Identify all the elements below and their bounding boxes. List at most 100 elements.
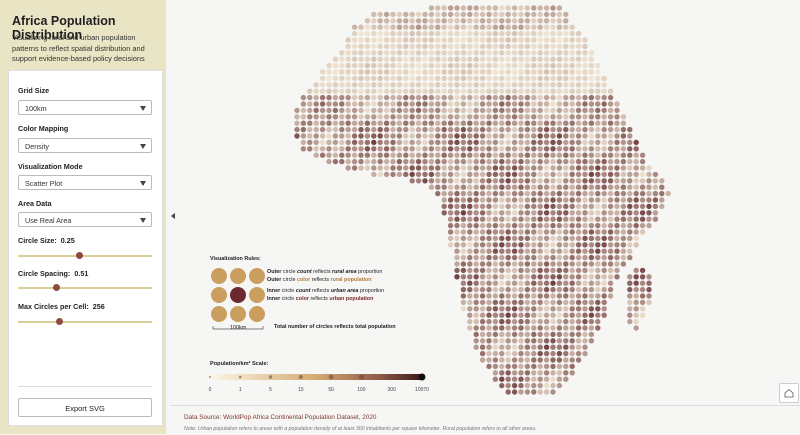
grid-cell bbox=[409, 37, 415, 43]
grid-cell bbox=[518, 24, 524, 30]
icon bbox=[140, 181, 146, 186]
grid-cell bbox=[345, 120, 351, 126]
grid-cell bbox=[556, 75, 563, 82]
grid-cell bbox=[575, 350, 582, 357]
grid-cell bbox=[646, 222, 652, 229]
grid-cell bbox=[550, 338, 556, 344]
grid-cell bbox=[492, 248, 499, 254]
grid-cell bbox=[441, 184, 447, 190]
grid-cell bbox=[499, 62, 505, 69]
grid-cell bbox=[620, 133, 627, 139]
grid-cell bbox=[492, 229, 499, 235]
grid-cell bbox=[403, 126, 409, 133]
grid-cell bbox=[595, 120, 601, 126]
slider-thumb[interactable] bbox=[53, 284, 60, 291]
select[interactable]: 100km bbox=[18, 100, 152, 115]
grid-cell bbox=[467, 139, 473, 146]
grid-cell bbox=[422, 139, 428, 146]
grid-cell bbox=[595, 306, 601, 312]
grid-cell bbox=[415, 171, 422, 178]
slider-thumb[interactable] bbox=[76, 252, 83, 259]
grid-cell bbox=[627, 139, 633, 146]
grid-cell bbox=[511, 267, 518, 274]
grid-cell bbox=[511, 197, 518, 203]
select[interactable]: Use Real Area bbox=[18, 212, 152, 227]
grid-cell bbox=[428, 18, 435, 24]
grid-cell bbox=[454, 24, 460, 30]
grid-cell bbox=[435, 107, 441, 114]
grid-cell bbox=[499, 318, 505, 325]
select[interactable]: Density bbox=[18, 138, 152, 153]
grid-cell bbox=[486, 318, 492, 325]
rule-part: circle bbox=[282, 277, 296, 283]
grid-cell bbox=[588, 139, 595, 146]
grid-cell bbox=[383, 18, 390, 24]
grid-cell bbox=[614, 120, 620, 126]
grid-cell bbox=[627, 274, 633, 280]
slider[interactable] bbox=[18, 284, 152, 291]
grid-cell bbox=[415, 152, 422, 158]
grid-cell bbox=[435, 114, 441, 120]
grid-cell bbox=[377, 120, 383, 126]
grid-cell bbox=[473, 165, 479, 171]
grid-cell bbox=[543, 235, 550, 242]
grid-cell bbox=[588, 88, 595, 94]
grid-cell bbox=[505, 37, 511, 43]
grid-cell bbox=[614, 261, 620, 267]
grid-cell bbox=[543, 376, 550, 382]
grid-cell bbox=[415, 62, 422, 69]
home-button[interactable] bbox=[779, 383, 799, 403]
grid-cell bbox=[518, 107, 524, 114]
grid-cell bbox=[563, 299, 569, 306]
slider[interactable] bbox=[18, 318, 152, 325]
export-button[interactable]: Export SVG bbox=[18, 398, 152, 417]
grid-cell bbox=[575, 146, 582, 152]
grid-cell bbox=[454, 146, 460, 152]
grid-cell bbox=[556, 325, 563, 331]
grid-cell bbox=[627, 235, 633, 242]
grid-cell bbox=[524, 203, 531, 210]
grid-cell bbox=[358, 75, 364, 82]
grid-cell bbox=[524, 357, 531, 363]
grid-cell bbox=[486, 197, 492, 203]
grid-cell bbox=[614, 190, 620, 197]
grid-cell bbox=[428, 107, 435, 114]
grid-cell bbox=[332, 152, 339, 158]
slider[interactable] bbox=[18, 252, 152, 259]
grid-cell bbox=[339, 50, 345, 56]
grid-cell bbox=[345, 133, 351, 139]
grid-cell bbox=[563, 88, 569, 94]
slider-thumb[interactable] bbox=[56, 318, 63, 325]
grid-cell bbox=[454, 222, 460, 229]
grid-cell bbox=[345, 56, 351, 62]
grid-cell bbox=[537, 382, 543, 389]
grid-cell bbox=[620, 114, 627, 120]
grid-cell bbox=[377, 11, 383, 18]
grid-cell bbox=[499, 210, 505, 216]
grid-cell bbox=[575, 254, 582, 261]
grid-cell bbox=[415, 82, 422, 88]
grid-cell bbox=[537, 363, 543, 370]
grid-cell bbox=[518, 178, 524, 184]
grid-cell bbox=[486, 344, 492, 350]
grid-cell bbox=[473, 5, 479, 11]
grid-cell bbox=[467, 24, 473, 30]
grid-cell bbox=[575, 114, 582, 120]
grid-cell bbox=[441, 5, 447, 11]
grid-cell bbox=[499, 306, 505, 312]
grid-cell bbox=[531, 190, 537, 197]
select[interactable]: Scatter Plot bbox=[18, 175, 152, 190]
grid-cell bbox=[351, 94, 358, 101]
grid-cell bbox=[601, 254, 607, 261]
grid-cell bbox=[460, 24, 467, 30]
grid-cell bbox=[601, 280, 607, 286]
grid-cell bbox=[633, 171, 639, 178]
grid-cell bbox=[582, 184, 588, 190]
grid-cell bbox=[543, 197, 550, 203]
collapse-button[interactable] bbox=[170, 212, 176, 220]
grid-cell bbox=[377, 75, 383, 82]
grid-cell bbox=[435, 158, 441, 165]
grid-cell bbox=[595, 216, 601, 222]
grid-cell bbox=[294, 107, 300, 114]
grid-cell bbox=[415, 88, 422, 94]
